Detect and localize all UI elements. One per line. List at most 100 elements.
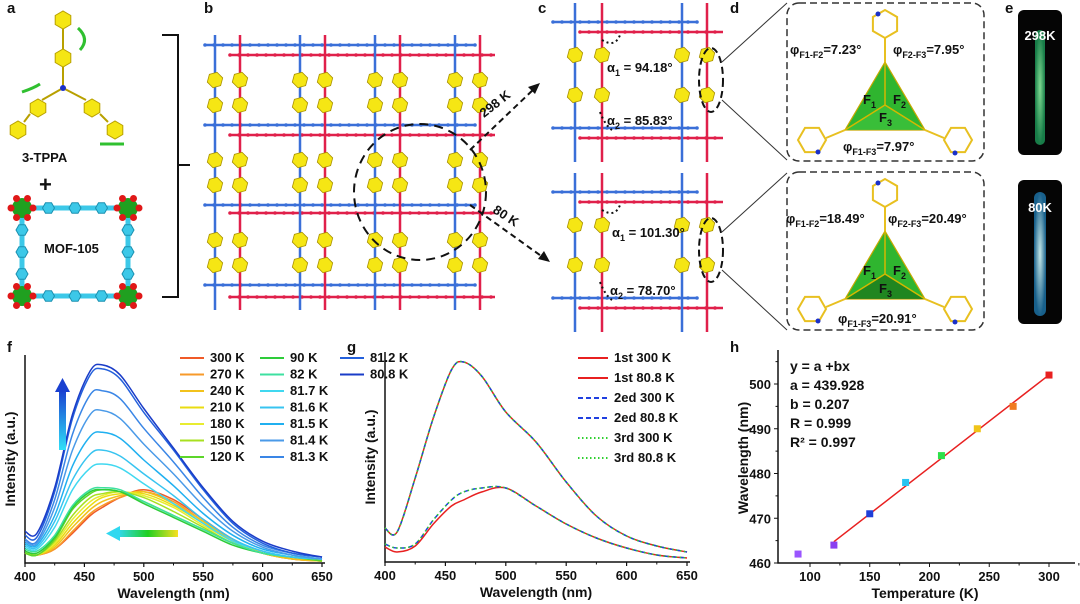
- oxygen-atom: [119, 302, 126, 310]
- arrow-head: [55, 378, 70, 392]
- chain-atom: [659, 126, 663, 130]
- chain-atom: [408, 295, 412, 299]
- chain-atom: [383, 283, 387, 287]
- chain-atom: [329, 43, 333, 47]
- chain-atom: [650, 306, 654, 310]
- x-tick-label: 400: [374, 568, 396, 583]
- y-tick-label: 500: [749, 377, 771, 392]
- face-f3: [845, 105, 925, 130]
- chain-atom: [266, 43, 270, 47]
- chain-atom: [338, 123, 342, 127]
- chain-atom: [623, 296, 627, 300]
- svg-text:F2: F2: [893, 263, 906, 281]
- chain-atom: [650, 20, 654, 24]
- data-point: [794, 550, 802, 558]
- ligand-ring: [231, 71, 249, 89]
- chain-atom: [257, 283, 261, 287]
- data-point: [1045, 371, 1053, 379]
- phi-f1f2-80k: φF1-F2=18.49°: [786, 211, 865, 229]
- chain-atom: [320, 43, 324, 47]
- nitrogen-atom: [815, 149, 821, 155]
- chain-atom: [641, 126, 645, 130]
- series-line: [24, 363, 323, 558]
- oxygen-atom: [130, 214, 137, 222]
- chain-atom: [356, 203, 360, 207]
- rotation-arrow-icon: [76, 26, 86, 52]
- chain-atom: [659, 190, 663, 194]
- svg-text:F1: F1: [863, 263, 876, 281]
- ligand-ring: [391, 71, 409, 89]
- legend-entry: 120 K: [210, 449, 245, 464]
- chain-atom: [471, 211, 475, 215]
- chain-atom: [686, 200, 690, 204]
- chain-atom: [291, 53, 295, 57]
- ligand-ring: [391, 96, 409, 114]
- chain-atom: [596, 136, 600, 140]
- chain-atom: [659, 30, 663, 34]
- chain-atom: [471, 133, 475, 137]
- chain-atom: [221, 283, 225, 287]
- chain-atom: [686, 296, 690, 300]
- chain-atom: [318, 295, 322, 299]
- chain-atom: [462, 211, 466, 215]
- chain-atom: [336, 295, 340, 299]
- chain-atom: [578, 30, 582, 34]
- chain-atom: [282, 295, 286, 299]
- chain-atom: [668, 306, 672, 310]
- chain-atom: [569, 126, 573, 130]
- chain-atom: [632, 20, 636, 24]
- chain-atom: [266, 203, 270, 207]
- chain-atom: [408, 211, 412, 215]
- ligand-ring: [206, 96, 224, 114]
- chain-atom: [248, 203, 252, 207]
- chain-atom: [309, 295, 313, 299]
- chain-atom: [578, 306, 582, 310]
- chain-atom: [345, 53, 349, 57]
- chain-atom: [381, 295, 385, 299]
- legend-entry: 150 K: [210, 433, 245, 448]
- chain-atom: [464, 123, 468, 127]
- chain-atom: [336, 211, 340, 215]
- data-point: [1009, 402, 1017, 410]
- chain-atom: [356, 283, 360, 287]
- nitrogen-atom: [875, 180, 881, 186]
- chain-atom: [392, 43, 396, 47]
- chain-atom: [419, 43, 423, 47]
- ligand-ring: [446, 256, 464, 274]
- series-line: [24, 486, 323, 560]
- chain-atom: [255, 53, 259, 57]
- chain-atom: [677, 190, 681, 194]
- chain-atom: [230, 283, 234, 287]
- arrow-80k: [469, 204, 550, 262]
- chain-atom: [489, 295, 493, 299]
- chain-atom: [273, 295, 277, 299]
- chain-atom: [560, 20, 564, 24]
- chain-atom: [587, 30, 591, 34]
- chain-atom: [444, 211, 448, 215]
- chain-atom: [336, 53, 340, 57]
- face-f3: [845, 274, 925, 299]
- ligand-ring: [593, 216, 611, 234]
- ligand-ring: [566, 86, 584, 104]
- metal-cluster: [12, 286, 32, 306]
- legend-entry: 1st 80.8 K: [614, 370, 675, 385]
- chain-atom: [273, 211, 277, 215]
- chain-atom: [356, 43, 360, 47]
- chain-atom: [578, 126, 582, 130]
- legend-entry: 81.4 K: [290, 433, 329, 448]
- chain-atom: [293, 43, 297, 47]
- angle-arc-alpha2: [599, 111, 613, 131]
- ligand-ring: [446, 176, 464, 194]
- chain-atom: [257, 43, 261, 47]
- chain-atom: [327, 53, 331, 57]
- chain-atom: [695, 30, 699, 34]
- chain-atom: [668, 190, 672, 194]
- x-tick-label: 450: [74, 569, 96, 584]
- linker-ring: [15, 224, 29, 236]
- chain-atom: [302, 43, 306, 47]
- chain-atom: [284, 203, 288, 207]
- ligand-ring: [673, 256, 691, 274]
- chain-atom: [255, 211, 259, 215]
- chain-atom: [437, 283, 441, 287]
- oxygen-atom: [7, 204, 15, 212]
